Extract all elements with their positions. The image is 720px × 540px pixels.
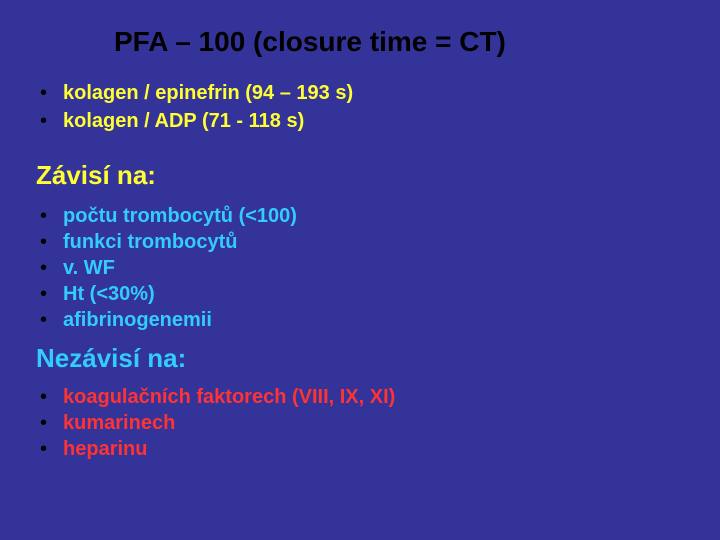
list-item-text: kolagen / epinefrin (94 – 193 s) [63, 80, 353, 106]
list-item: • funkci trombocytů [36, 229, 684, 255]
bullet-icon: • [40, 203, 47, 229]
list-item-text: v. WF [63, 255, 115, 281]
bullet-icon: • [40, 384, 47, 410]
list-item: • Ht (<30%) [36, 281, 684, 307]
list-item: • v. WF [36, 255, 684, 281]
depends-list: • počtu trombocytů (<100) • funkci tromb… [36, 203, 684, 333]
list-item-text: heparinu [63, 436, 147, 462]
list-item-text: koagulačních faktorech (VIII, IX, XI) [63, 384, 395, 410]
slide-container: PFA – 100 (closure time = CT) • kolagen … [0, 0, 720, 482]
top-list: • kolagen / epinefrin (94 – 193 s) • kol… [36, 80, 684, 134]
not-depends-list: • koagulačních faktorech (VIII, IX, XI) … [36, 384, 684, 462]
bullet-icon: • [40, 281, 47, 307]
list-item-text: počtu trombocytů (<100) [63, 203, 297, 229]
bullet-icon: • [40, 229, 47, 255]
list-item: • počtu trombocytů (<100) [36, 203, 684, 229]
bullet-icon: • [40, 255, 47, 281]
list-item-text: Ht (<30%) [63, 281, 155, 307]
list-item: • koagulačních faktorech (VIII, IX, XI) [36, 384, 684, 410]
list-item-text: kumarinech [63, 410, 175, 436]
depends-heading: Závisí na: [36, 160, 684, 191]
not-depends-heading: Nezávisí na: [36, 343, 684, 374]
bullet-icon: • [40, 436, 47, 462]
bullet-icon: • [40, 307, 47, 333]
bullet-icon: • [40, 108, 47, 134]
list-item: • heparinu [36, 436, 684, 462]
list-item: • kolagen / ADP (71 - 118 s) [36, 108, 684, 134]
bullet-icon: • [40, 410, 47, 436]
list-item: • kolagen / epinefrin (94 – 193 s) [36, 80, 684, 106]
list-item: • kumarinech [36, 410, 684, 436]
list-item: • afibrinogenemii [36, 307, 684, 333]
list-item-text: kolagen / ADP (71 - 118 s) [63, 108, 304, 134]
bullet-icon: • [40, 80, 47, 106]
list-item-text: funkci trombocytů [63, 229, 237, 255]
slide-title: PFA – 100 (closure time = CT) [114, 26, 684, 58]
list-item-text: afibrinogenemii [63, 307, 212, 333]
